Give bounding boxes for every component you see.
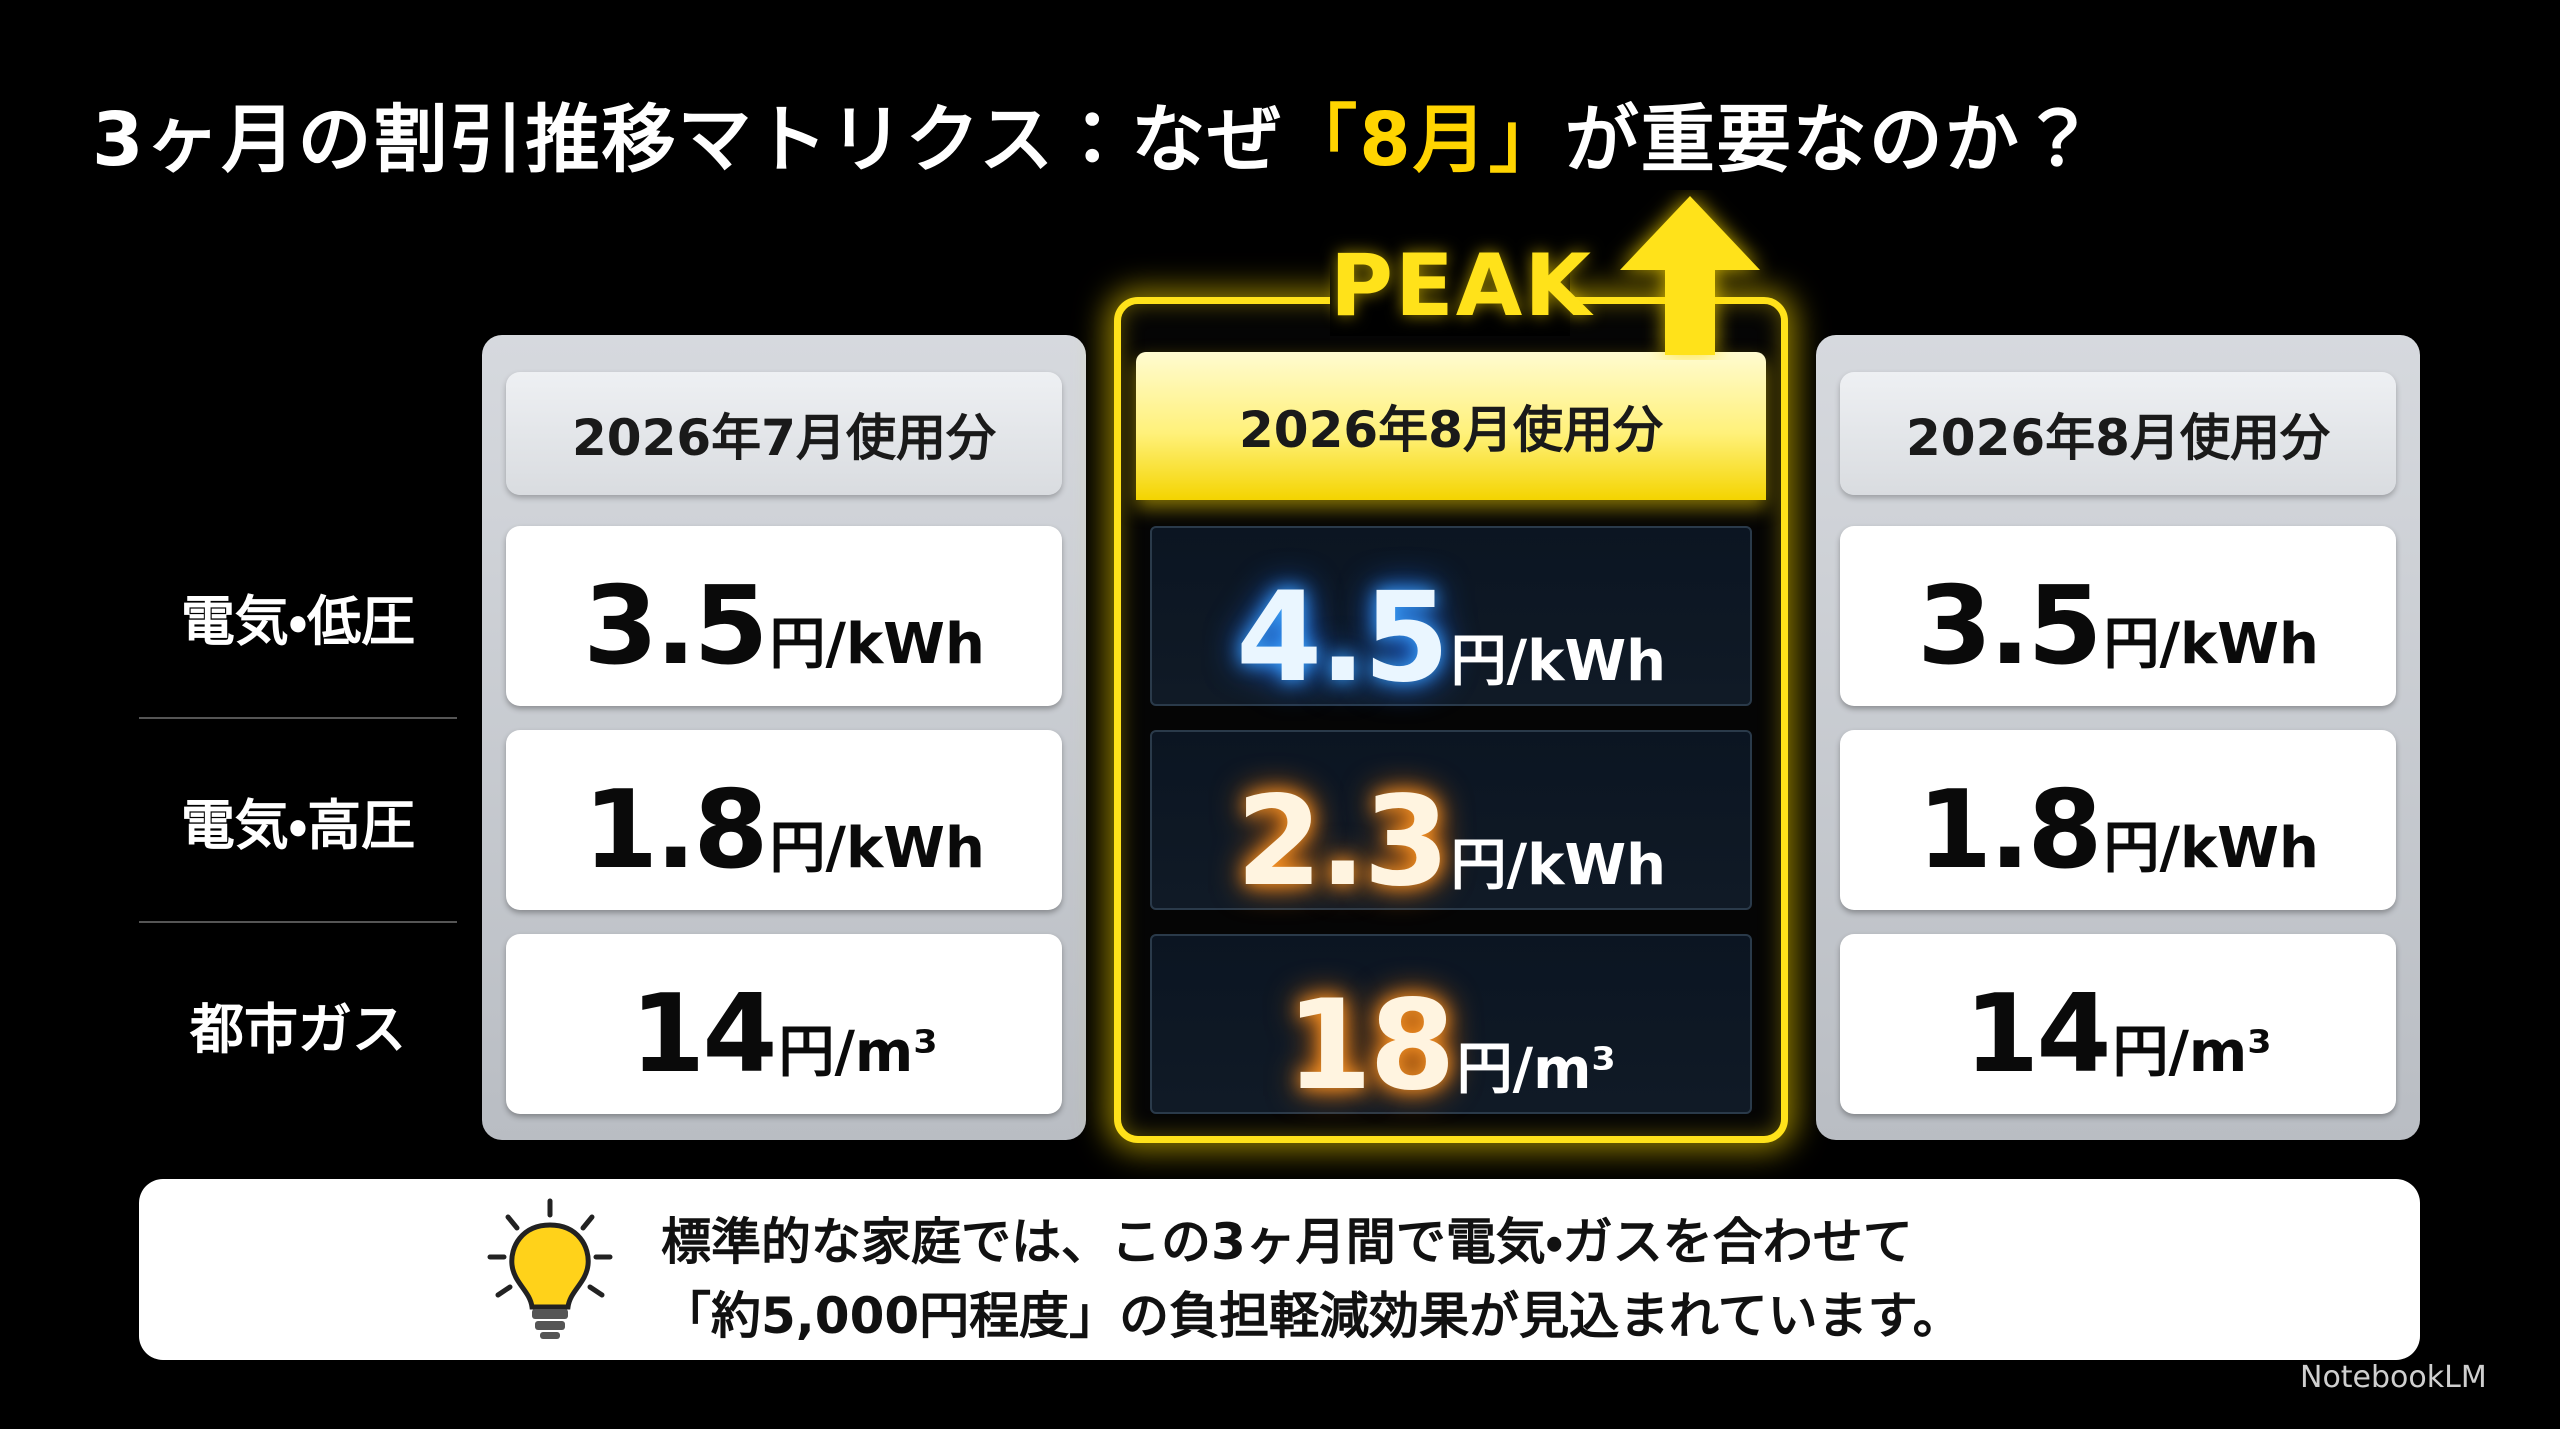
unit: 円/kWh	[769, 816, 985, 881]
value-cell: 3.5 円/kWh	[1840, 526, 2396, 706]
unit: 円/kWh	[1450, 833, 1666, 898]
row-label: 電気・高圧	[180, 793, 416, 857]
row-separator	[139, 717, 457, 719]
unit: 円/kWh	[769, 612, 985, 677]
peak-arrow	[1620, 196, 1760, 355]
row-separator	[139, 921, 457, 923]
title-text: が重要なのか？	[1564, 97, 2097, 183]
value-cell: 14 円/m³	[506, 934, 1062, 1114]
title: 3ヶ月の割引推移マトリクス：なぜ「8月」が重要なのか？	[92, 80, 2097, 187]
column-header: 2026年7月使用分	[506, 372, 1062, 495]
value: 14	[1964, 972, 2111, 1097]
title-highlight: 「8月」	[1283, 97, 1565, 183]
value: 1.8	[583, 768, 768, 893]
value-cell: 1.8 円/kWh	[506, 730, 1062, 910]
value-cell: 1.8 円/kWh	[1840, 730, 2396, 910]
unit: 円/kWh	[2103, 816, 2319, 881]
row-label: 電気・低圧	[180, 589, 416, 653]
row-label: 都市ガス	[190, 997, 406, 1061]
note-line: 「約5,000円程度」の負担軽減効果が見込まれています。	[661, 1287, 1963, 1345]
column-header: 2026年8月使用分	[1840, 372, 2396, 495]
value: 18	[1286, 974, 1456, 1118]
title-text: 3ヶ月の割引推移マトリクス：なぜ	[92, 97, 1284, 183]
value-cell: 18 円/m³	[1150, 934, 1752, 1118]
footer-brand: NotebookLM	[2300, 1360, 2487, 1395]
value-cell: 4.5 円/kWh	[1150, 526, 1752, 710]
value: 2.3	[1235, 770, 1450, 914]
unit: 円/kWh	[2103, 612, 2319, 677]
value: 1.8	[1917, 768, 2102, 893]
unit: 円/m³	[2112, 1020, 2272, 1085]
value: 3.5	[1917, 564, 2102, 689]
value-cell: 2.3 円/kWh	[1150, 730, 1752, 914]
value-cell: 14 円/m³	[1840, 934, 2396, 1114]
value: 4.5	[1235, 566, 1450, 710]
column-header: 2026年8月使用分	[1136, 352, 1766, 500]
unit: 円/m³	[778, 1020, 938, 1085]
value: 3.5	[583, 564, 768, 689]
unit: 円/kWh	[1450, 629, 1666, 694]
peak-label: PEAK	[1330, 236, 1593, 336]
note-line: 標準的な家庭では、この3ヶ月間で電気・ガスを合わせて	[661, 1213, 1913, 1271]
unit: 円/m³	[1456, 1037, 1616, 1102]
bulb-icon	[487, 1198, 613, 1339]
value: 14	[630, 972, 777, 1097]
value-cell: 3.5 円/kWh	[506, 526, 1062, 706]
